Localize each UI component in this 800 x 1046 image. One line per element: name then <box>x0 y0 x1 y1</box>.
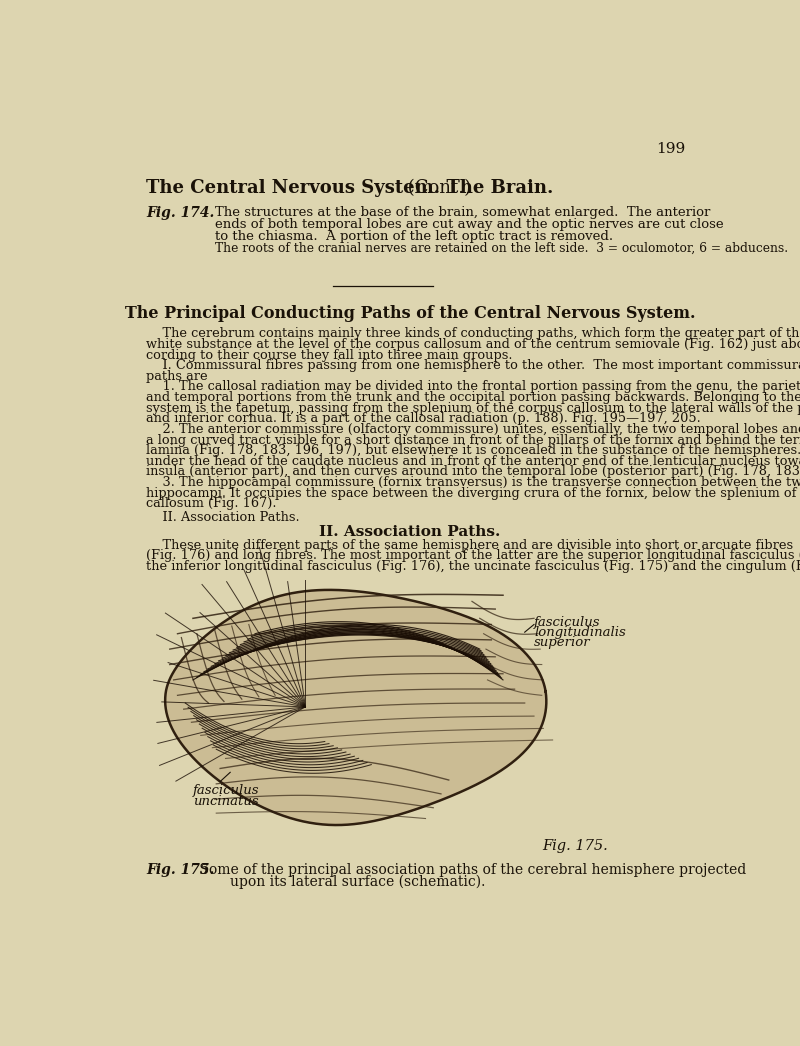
Text: Fig. 175.: Fig. 175. <box>542 839 607 854</box>
Text: longitudinalis: longitudinalis <box>534 626 626 639</box>
Text: and temporal portions from the trunk and the occipital portion passing backwards: and temporal portions from the trunk and… <box>146 391 800 404</box>
Text: The Central Nervous System. The Brain.: The Central Nervous System. The Brain. <box>146 180 554 198</box>
Text: to the chiasma.  A portion of the left optic tract is removed.: to the chiasma. A portion of the left op… <box>214 230 613 244</box>
Text: The Principal Conducting Paths of the Central Nervous System.: The Principal Conducting Paths of the Ce… <box>125 305 695 322</box>
Text: 199: 199 <box>656 142 685 157</box>
Text: 2. The anterior commissure (olfactory commissure) unites, essentially, the two t: 2. The anterior commissure (olfactory co… <box>146 423 800 436</box>
Text: (Cont.): (Cont.) <box>402 180 471 198</box>
Text: Some of the principal association paths of the cerebral hemisphere projected: Some of the principal association paths … <box>194 863 746 878</box>
Text: These unite different parts of the same hemisphere and are divisible into short : These unite different parts of the same … <box>146 539 794 551</box>
Text: The cerebrum contains mainly three kinds of conducting paths, which form the gre: The cerebrum contains mainly three kinds… <box>146 327 800 340</box>
Text: under the head of the caudate nucleus and in front of the anterior end of the le: under the head of the caudate nucleus an… <box>146 455 800 468</box>
Text: system is the tapetum, passing from the splenium of the corpus callosum to the l: system is the tapetum, passing from the … <box>146 402 800 414</box>
Text: I. Commissural fibres passing from one hemisphere to the other.  The most import: I. Commissural fibres passing from one h… <box>146 359 800 372</box>
Text: superior: superior <box>534 636 590 649</box>
Text: uncinatus: uncinatus <box>193 795 258 808</box>
Text: a long curved tract visible for a short distance in front of the pillars of the : a long curved tract visible for a short … <box>146 433 800 447</box>
Text: 1. The callosal radiation may be divided into the frontal portion passing from t: 1. The callosal radiation may be divided… <box>146 381 800 393</box>
Text: The roots of the cranial nerves are retained on the left side.  3 = oculomotor, : The roots of the cranial nerves are reta… <box>214 243 788 255</box>
Text: Fig. 175.: Fig. 175. <box>146 863 215 878</box>
Text: (Fig. 176) and long fibres. The most important of the latter are the superior lo: (Fig. 176) and long fibres. The most imp… <box>146 549 800 563</box>
Text: paths are: paths are <box>146 370 208 383</box>
Text: hippocampi. It occupies the space between the diverging crura of the fornix, bel: hippocampi. It occupies the space betwee… <box>146 486 800 500</box>
Text: Fig. 174.: Fig. 174. <box>146 206 215 221</box>
Text: The structures at the base of the brain, somewhat enlarged.  The anterior: The structures at the base of the brain,… <box>214 206 710 220</box>
Text: fasciculus: fasciculus <box>193 783 259 797</box>
Text: cording to their course they fall into three main groups.: cording to their course they fall into t… <box>146 348 513 362</box>
Text: 3. The hippocampal commissure (fornix transversus) is the transverse connection : 3. The hippocampal commissure (fornix tr… <box>146 476 800 490</box>
Text: callosum (Fig. 167).: callosum (Fig. 167). <box>146 497 277 510</box>
Text: upon its lateral surface (schematic).: upon its lateral surface (schematic). <box>194 874 485 889</box>
Polygon shape <box>165 590 546 825</box>
Text: fasciculus: fasciculus <box>534 616 601 629</box>
Text: and inferior cornua. It is a part of the callosal radiation (p. 188). Fig. 195—1: and inferior cornua. It is a part of the… <box>146 412 702 426</box>
Text: II. Association Paths.: II. Association Paths. <box>146 511 300 524</box>
Text: ends of both temporal lobes are cut away and the optic nerves are cut close: ends of both temporal lobes are cut away… <box>214 219 723 231</box>
Text: white substance at the level of the corpus callosum and of the centrum semiovale: white substance at the level of the corp… <box>146 338 800 350</box>
Text: insula (anterior part), and then curves around into the temporal lobe (posterior: insula (anterior part), and then curves … <box>146 465 800 478</box>
Text: lamina (Fig. 178, 183, 196, 197), but elsewhere it is concealed in the substance: lamina (Fig. 178, 183, 196, 197), but el… <box>146 445 800 457</box>
Text: the inferior longitudinal fasciculus (Fig. 176), the uncinate fasciculus (Fig. 1: the inferior longitudinal fasciculus (Fi… <box>146 560 800 573</box>
Text: II. Association Paths.: II. Association Paths. <box>319 525 501 539</box>
